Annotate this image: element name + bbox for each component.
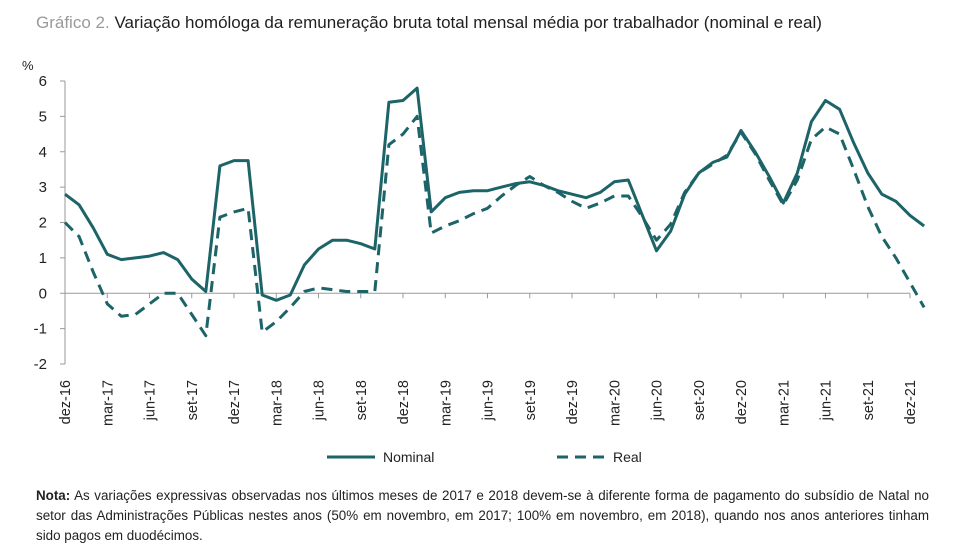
x-tick-label: dez-17 (227, 380, 243, 424)
x-tick-label: mar-19 (438, 380, 454, 426)
x-tick-label: mar-21 (776, 380, 792, 426)
axes (64, 81, 910, 364)
chart-title-text: Variação homóloga da remuneração bruta t… (114, 13, 822, 32)
note-label: Nota: (36, 488, 71, 503)
x-tick-label: dez-16 (58, 380, 74, 424)
chart-note: Nota: As variações expressivas observada… (36, 486, 929, 546)
y-tick-label: 0 (39, 285, 47, 302)
series-line-nominal (64, 86, 926, 302)
y-tick-label: 3 (39, 179, 47, 196)
y-tick-label: 4 (39, 144, 47, 161)
x-tick-label: jun-19 (481, 380, 497, 421)
chart-title-prefix: Gráfico 2. (36, 13, 110, 32)
x-tick-label: dez-19 (565, 380, 581, 424)
x-tick-label: jun-20 (650, 380, 666, 421)
y-tick-label: -2 (34, 356, 47, 373)
x-tick-label: set-21 (861, 380, 877, 420)
x-tick-labels: dez-16 mar-17 jun-17 set-17 dez-17 mar-18 jun-… (58, 293, 919, 426)
y-tick-labels: -2 -1 0 1 2 3 4 5 6 (34, 73, 65, 373)
x-tick-label: set-18 (354, 380, 370, 420)
x-tick-label: set-20 (692, 380, 708, 420)
legend-label-nominal: Nominal (383, 449, 434, 465)
y-tick-label: 1 (39, 250, 47, 267)
x-tick-label: dez-18 (396, 380, 412, 424)
x-tick-label: dez-20 (734, 380, 750, 424)
y-tick-label: 6 (39, 73, 47, 90)
series-lines (63, 86, 926, 338)
x-tick-label: set-19 (523, 380, 539, 420)
note-text: As variações expressivas observadas nos … (36, 488, 929, 543)
y-tick-label: 5 (39, 108, 47, 125)
y-tick-label: 2 (39, 215, 47, 232)
x-tick-label: jun-21 (819, 380, 835, 421)
legend: Nominal Real (327, 449, 642, 465)
y-axis-unit-label: % (22, 58, 34, 73)
x-tick-label: jun-18 (312, 380, 328, 421)
y-tick-label: -1 (34, 321, 47, 338)
legend-label-real: Real (613, 449, 642, 465)
x-tick-label: mar-20 (607, 380, 623, 426)
chart-title: Gráfico 2. Variação homóloga da remunera… (36, 13, 822, 33)
x-tick-label: mar-18 (269, 380, 285, 426)
x-tick-label: set-17 (185, 380, 201, 420)
x-tick-label: jun-17 (143, 380, 159, 421)
x-tick-label: mar-17 (100, 380, 116, 426)
x-tick-label: dez-21 (903, 380, 919, 424)
series-line-real (63, 114, 926, 338)
